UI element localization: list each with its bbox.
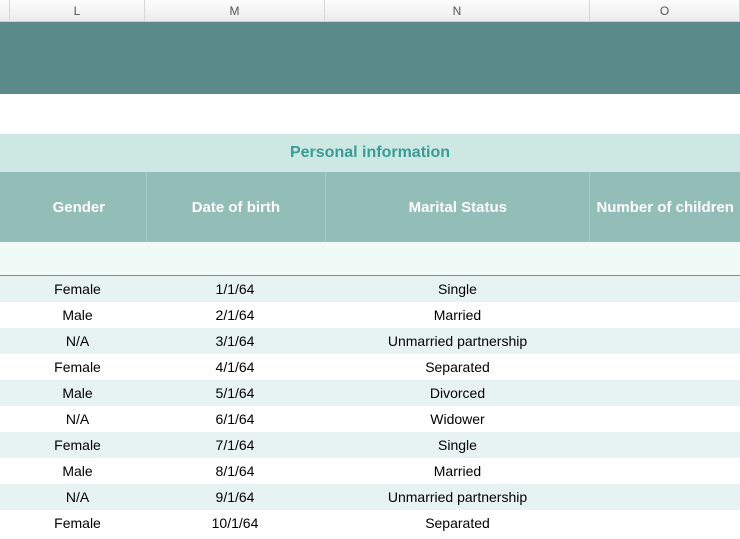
cell-number-of-children[interactable] — [590, 510, 740, 536]
cell-number-of-children[interactable] — [590, 354, 740, 380]
cell-stub[interactable] — [0, 354, 10, 380]
table-row[interactable]: Male8/1/64Married — [0, 458, 740, 484]
header-number-of-children[interactable]: Number of children — [590, 172, 740, 242]
cell-gender[interactable]: Female — [10, 432, 145, 458]
header-date-of-birth[interactable]: Date of birth — [147, 172, 327, 242]
cell-date-of-birth[interactable]: 9/1/64 — [145, 484, 325, 510]
table-row[interactable]: N/A3/1/64Unmarried partnership — [0, 328, 740, 354]
cell-date-of-birth[interactable]: 8/1/64 — [145, 458, 325, 484]
cell-date-of-birth[interactable]: 5/1/64 — [145, 380, 325, 406]
cell-stub[interactable] — [0, 406, 10, 432]
header-marital-status[interactable]: Marital Status — [326, 172, 590, 242]
cell-number-of-children[interactable] — [590, 328, 740, 354]
cell-stub[interactable] — [0, 510, 10, 536]
cell-number-of-children[interactable] — [590, 432, 740, 458]
cell-date-of-birth[interactable]: 10/1/64 — [145, 510, 325, 536]
cell-gender[interactable]: Male — [10, 302, 145, 328]
cell-stub[interactable] — [0, 380, 10, 406]
table-row[interactable]: Female10/1/64Separated — [0, 510, 740, 536]
header-gender[interactable]: Gender — [12, 172, 147, 242]
cell-marital-status[interactable]: Unmarried partnership — [325, 484, 590, 510]
cell-date-of-birth[interactable]: 6/1/64 — [145, 406, 325, 432]
cell-marital-status[interactable]: Married — [325, 302, 590, 328]
cell-number-of-children[interactable] — [590, 380, 740, 406]
cell-date-of-birth[interactable]: 4/1/64 — [145, 354, 325, 380]
table-row[interactable]: Male2/1/64Married — [0, 302, 740, 328]
column-header-M[interactable]: M — [145, 0, 325, 21]
section-title: Personal information — [0, 134, 740, 172]
filter-row — [0, 242, 740, 276]
cell-number-of-children[interactable] — [590, 276, 740, 302]
cell-number-of-children[interactable] — [590, 406, 740, 432]
cell-marital-status[interactable]: Married — [325, 458, 590, 484]
cell-stub[interactable] — [0, 458, 10, 484]
column-header-stub — [0, 0, 10, 21]
cell-gender[interactable]: Male — [10, 380, 145, 406]
cell-gender[interactable]: Female — [10, 510, 145, 536]
cell-gender[interactable]: Female — [10, 276, 145, 302]
cell-marital-status[interactable]: Widower — [325, 406, 590, 432]
table-row[interactable]: N/A6/1/64Widower — [0, 406, 740, 432]
cell-number-of-children[interactable] — [590, 484, 740, 510]
cell-date-of-birth[interactable]: 2/1/64 — [145, 302, 325, 328]
cell-gender[interactable]: N/A — [10, 484, 145, 510]
header-stub — [0, 172, 12, 242]
cell-stub[interactable] — [0, 302, 10, 328]
cell-stub[interactable] — [0, 276, 10, 302]
cell-date-of-birth[interactable]: 7/1/64 — [145, 432, 325, 458]
cell-gender[interactable]: Male — [10, 458, 145, 484]
cell-gender[interactable]: N/A — [10, 328, 145, 354]
cell-marital-status[interactable]: Single — [325, 432, 590, 458]
cell-date-of-birth[interactable]: 3/1/64 — [145, 328, 325, 354]
cell-marital-status[interactable]: Single — [325, 276, 590, 302]
cell-number-of-children[interactable] — [590, 458, 740, 484]
column-header-L[interactable]: L — [10, 0, 145, 21]
table-row[interactable]: Male5/1/64Divorced — [0, 380, 740, 406]
cell-number-of-children[interactable] — [590, 302, 740, 328]
banner-row — [0, 22, 740, 94]
cell-gender[interactable]: N/A — [10, 406, 145, 432]
table-row[interactable]: Female7/1/64Single — [0, 432, 740, 458]
table-header-row: Gender Date of birth Marital Status Numb… — [0, 172, 740, 242]
table-row[interactable]: N/A9/1/64Unmarried partnership — [0, 484, 740, 510]
cell-marital-status[interactable]: Unmarried partnership — [325, 328, 590, 354]
table-row[interactable]: Female4/1/64Separated — [0, 354, 740, 380]
table-row[interactable]: Female1/1/64Single — [0, 276, 740, 302]
spacer-row — [0, 94, 740, 134]
column-header-N[interactable]: N — [325, 0, 590, 21]
spreadsheet-column-headers: L M N O — [0, 0, 740, 22]
cell-marital-status[interactable]: Separated — [325, 510, 590, 536]
cell-date-of-birth[interactable]: 1/1/64 — [145, 276, 325, 302]
cell-gender[interactable]: Female — [10, 354, 145, 380]
table-body: Female1/1/64SingleMale2/1/64MarriedN/A3/… — [0, 276, 740, 536]
cell-stub[interactable] — [0, 328, 10, 354]
cell-stub[interactable] — [0, 484, 10, 510]
cell-marital-status[interactable]: Divorced — [325, 380, 590, 406]
cell-marital-status[interactable]: Separated — [325, 354, 590, 380]
column-header-O[interactable]: O — [590, 0, 740, 21]
cell-stub[interactable] — [0, 432, 10, 458]
